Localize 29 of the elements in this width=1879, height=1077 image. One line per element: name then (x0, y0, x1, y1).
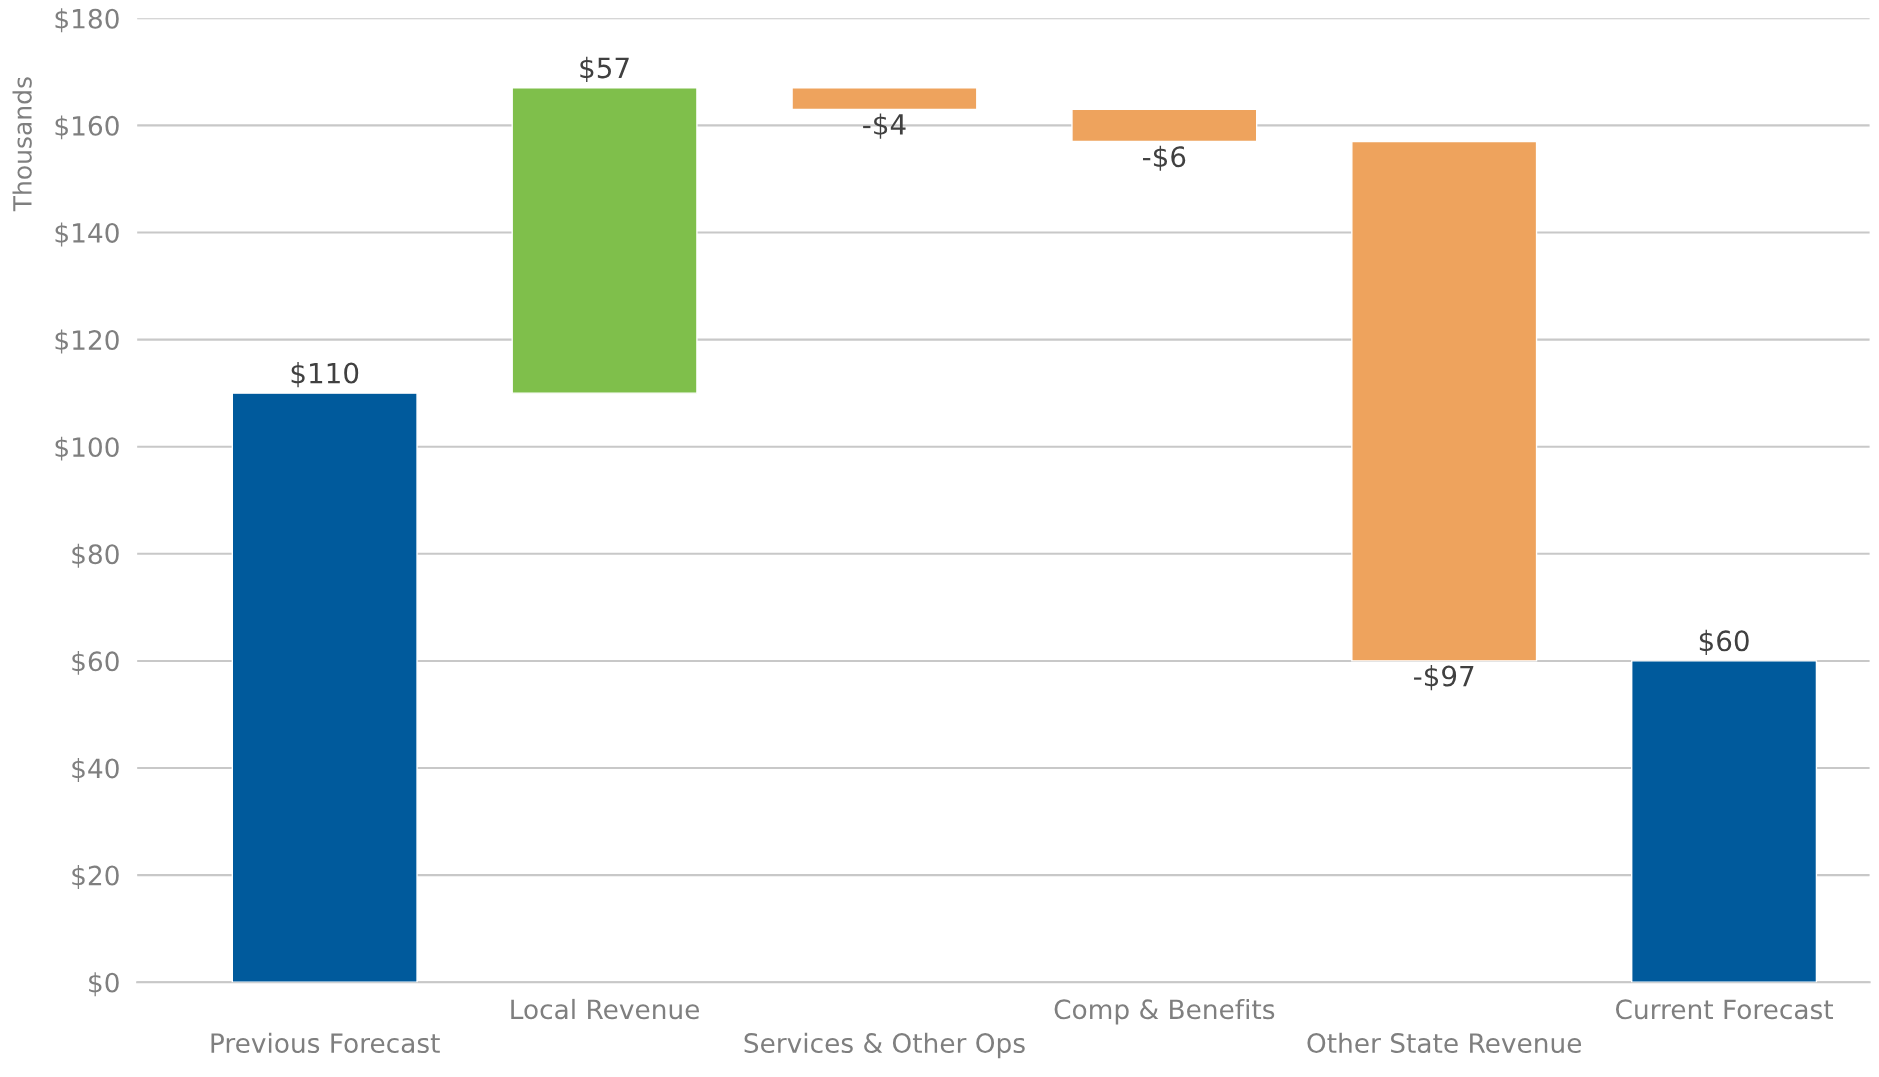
x-tick-label: Services & Other Ops (744, 1032, 1025, 1059)
y-tick-label: $180 (55, 8, 119, 33)
y-tick-label: $100 (55, 436, 119, 461)
bar (791, 87, 978, 111)
y-axis-title: Thousands (12, 77, 32, 212)
bar (511, 87, 698, 394)
data-label: $57 (580, 56, 629, 83)
bar (1351, 140, 1538, 662)
y-tick-label: $120 (55, 329, 119, 354)
data-label: -$6 (1142, 145, 1186, 171)
y-tick-label: $160 (55, 115, 119, 140)
bar (1631, 660, 1818, 983)
x-tick-label: Local Revenue (511, 998, 700, 1020)
y-tick-label: $0 (89, 972, 119, 997)
y-tick-label: $80 (72, 543, 119, 568)
y-tick-label: $140 (55, 222, 119, 247)
data-label: $110 (291, 362, 359, 388)
x-tick-label: Previous Forecast (211, 1032, 440, 1054)
bar (231, 392, 418, 983)
data-label: $60 (1699, 629, 1749, 656)
y-tick-label: $40 (72, 757, 119, 782)
x-tick-label: Other State Revenue (1307, 1032, 1582, 1054)
y-tick-label: $60 (72, 650, 119, 675)
x-tick-label: Comp & Benefits (1054, 998, 1275, 1025)
bar (1071, 108, 1258, 143)
y-tick-label: $20 (72, 865, 119, 890)
data-label: -$4 (863, 113, 906, 139)
data-label: -$97 (1414, 665, 1474, 691)
x-tick-label: Current Forecast (1615, 999, 1833, 1020)
